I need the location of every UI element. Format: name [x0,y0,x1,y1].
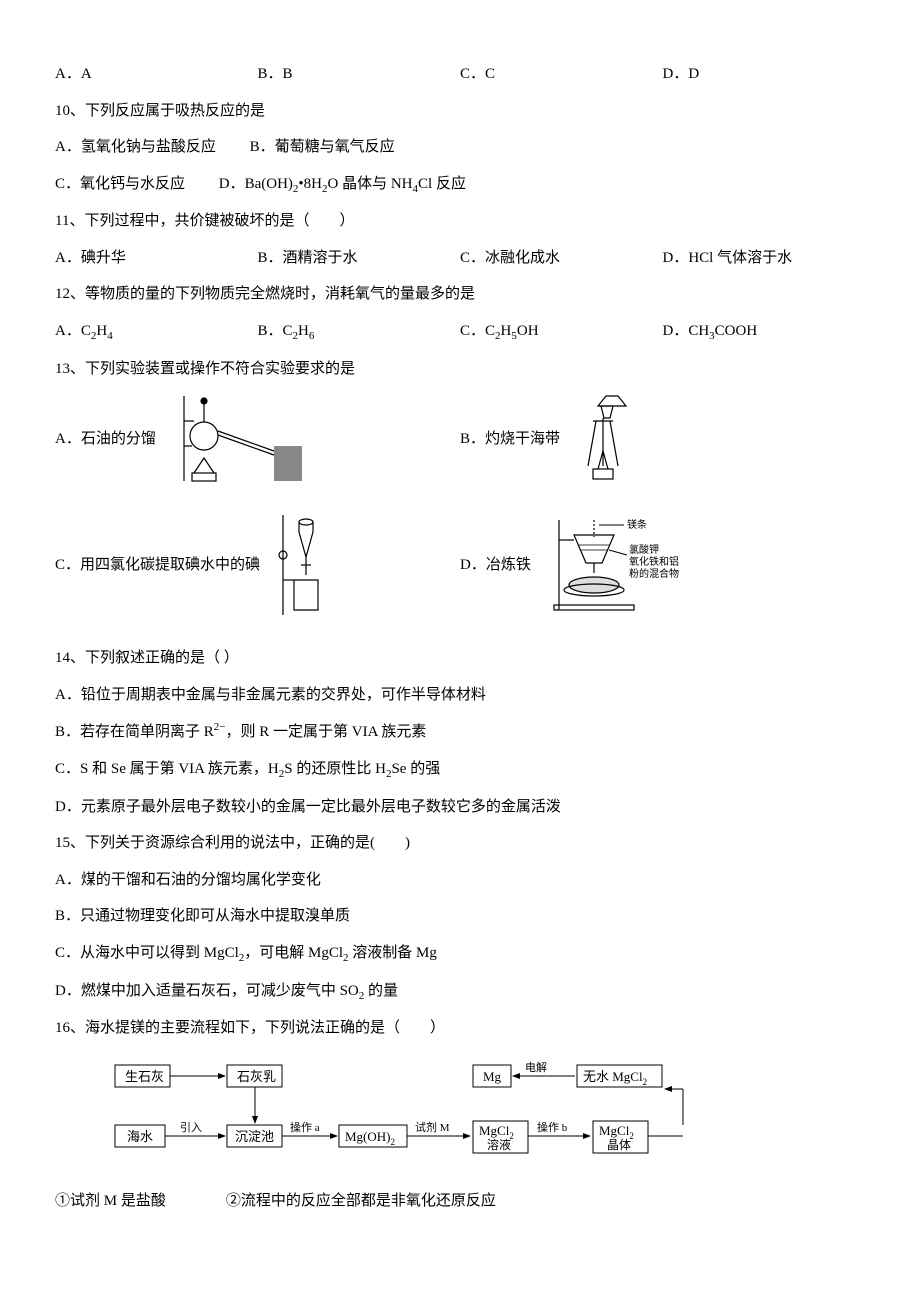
flow-n3: Mg [483,1069,502,1084]
flow-n2: 石灰乳 [237,1069,276,1084]
q10-d-mid: •8H [298,176,322,192]
flow-e2: 操作 a [290,1120,320,1134]
q14-b-pre: B．若存在简单阴离子 R [55,724,214,740]
q15-stem: 15、下列关于资源综合利用的说法中，正确的是( ) [55,829,865,858]
thermite-setup-icon: 镁条 氯酸钾 氧化铁和铝 粉的混合物 [539,515,699,615]
q13-opt-d: D．冶炼铁 镁条 氯酸钾 氧化铁和铝 粉的混合物 [460,515,865,615]
flow-n8b: 溶液 [487,1137,511,1152]
q14-opt-b: B．若存在简单阴离子 R2−，则 R 一定属于第 VIA 族元素 [55,717,865,747]
flow-e4: 操作 b [537,1120,568,1134]
q13-c-label: C．用四氯化碳提取碘水中的碘 [55,551,260,580]
q14-b-sup: 2− [214,721,226,733]
q16-statements: ①试剂 M 是盐酸 ②流程中的反应全部都是非氧化还原反应 [55,1187,865,1216]
q9-opt-c: C．C [460,60,663,89]
q10-d-pre: D．Ba(OH) [219,176,293,192]
distillation-apparatus-icon [164,391,314,486]
q13-d-label1: 镁条 [627,518,647,531]
q10-opt-a: A．氢氧化钠与盐酸反应 [55,139,216,155]
q9-opt-d: D．D [663,60,866,89]
q12-opt-a: A．C2H4 [55,317,258,347]
q13-row-cd: C．用四氯化碳提取碘水中的碘 D．冶炼铁 [55,510,865,620]
flow-n6: 沉淀池 [235,1129,274,1144]
q15-c-mid: ，可电解 MgCl [244,945,343,961]
q12-c-post: OH [517,323,539,339]
q14-c-pre: C．S 和 Se 属于第 VIA 族元素，H [55,761,279,777]
q13-d-label: D．冶炼铁 [460,551,531,580]
q9-opt-b: B．B [258,60,461,89]
q15-c-post: 溶液制备 Mg [349,945,437,961]
q15-c-pre: C．从海水中可以得到 MgCl [55,945,239,961]
q13-row-ab: A．石油的分馏 B．灼烧干海带 [55,391,865,486]
q15-opt-b: B．只通过物理变化即可从海水中提取溴单质 [55,902,865,931]
q11-stem: 11、下列过程中，共价键被破坏的是（ ） [55,207,865,236]
flow-e3: 试剂 M [415,1120,450,1134]
q15-opt-d: D．燃煤中加入适量石灰石，可减少废气中 SO2 的量 [55,977,865,1007]
flow-n9b: 晶体 [607,1138,631,1152]
flow-n1: 生石灰 [125,1069,164,1084]
q12-options: A．C2H4 B．C2H6 C．C2H5OH D．CH3COOH [55,317,865,347]
q11-opt-c: C．冰融化成水 [460,244,663,273]
q12-c-mid: H [501,323,512,339]
q12-d-pre: D．CH [663,323,710,339]
q9-opt-a: A．A [55,60,258,89]
q10-opt-d: D．Ba(OH)2•8H2O 晶体与 NH4Cl 反应 [219,176,466,192]
q12-c-pre: C．C [460,323,495,339]
flow-e5: 电解 [525,1060,547,1074]
q12-b-pre: B．C [258,323,293,339]
q10-d-mid2: O 晶体与 NH [328,176,413,192]
q10-opts-cd: C．氧化钙与水反应 D．Ba(OH)2•8H2O 晶体与 NH4Cl 反应 [55,170,865,200]
q15-d-pre: D．燃煤中加入适量石灰石，可减少废气中 SO [55,983,359,999]
q13-opt-a: A．石油的分馏 [55,391,460,486]
q13-a-label: A．石油的分馏 [55,425,156,454]
q15-opt-c: C．从海水中可以得到 MgCl2，可电解 MgCl2 溶液制备 Mg [55,939,865,969]
q9-options: A．A B．B C．C D．D [55,60,865,89]
q12-a-pre: A．C [55,323,91,339]
q12-opt-b: B．C2H6 [258,317,461,347]
q13-stem: 13、下列实验装置或操作不符合实验要求的是 [55,355,865,384]
q10-d-post: Cl 反应 [418,176,466,192]
q16-s2: ②流程中的反应全部都是非氧化还原反应 [226,1187,496,1216]
q15-opt-a: A．煤的干馏和石油的分馏均属化学变化 [55,866,865,895]
q15-d-post: 的量 [364,983,398,999]
q12-stem: 12、等物质的量的下列物质完全燃烧时，消耗氧气的量最多的是 [55,280,865,309]
q13-opt-b: B．灼烧干海带 [460,391,865,486]
q13-opt-c: C．用四氯化碳提取碘水中的碘 [55,510,460,620]
q14-stem: 14、下列叙述正确的是（ ） [55,644,865,673]
q11-opt-b: B．酒精溶于水 [258,244,461,273]
q13-d-label2-l1: 氯酸钾 [629,543,659,556]
q12-d-post: COOH [715,323,758,339]
q14-opt-d: D．元素原子最外层电子数较小的金属一定比最外层电子数较它多的金属活泼 [55,793,865,822]
q10-opt-c: C．氧化钙与水反应 [55,176,185,192]
q14-c-post: Se 的强 [391,761,440,777]
q10-stem: 10、下列反应属于吸热反应的是 [55,97,865,126]
q12-b-mid: H [298,323,309,339]
q12-a-sub2: 4 [107,330,113,342]
q12-b-sub2: 6 [309,330,315,342]
separating-funnel-icon [268,510,338,620]
flow-e1: 引入 [180,1120,202,1134]
q14-c-mid: S 的还原性比 H [284,761,386,777]
q10-opt-b: B．葡萄糖与氧气反应 [250,139,395,155]
q12-opt-d: D．CH3COOH [663,317,866,347]
q13-b-label: B．灼烧干海带 [460,425,560,454]
q11-opt-a: A．碘升华 [55,244,258,273]
q16-s1: ①试剂 M 是盐酸 [55,1187,166,1216]
q12-opt-c: C．C2H5OH [460,317,663,347]
burning-crucible-icon [568,391,658,486]
q14-opt-c: C．S 和 Se 属于第 VIA 族元素，H2S 的还原性比 H2Se 的强 [55,755,865,785]
q14-opt-a: A．铅位于周期表中金属与非金属元素的交界处，可作半导体材料 [55,681,865,710]
q14-b-post: ，则 R 一定属于第 VIA 族元素 [225,724,426,740]
q10-opts-ab: A．氢氧化钠与盐酸反应 B．葡萄糖与氧气反应 [55,133,865,162]
flow-n5: 海水 [127,1129,153,1144]
q13-d-label2-l3: 粉的混合物 [629,567,679,580]
q11-options: A．碘升华 B．酒精溶于水 C．冰融化成水 D．HCl 气体溶于水 [55,244,865,273]
q16-stem: 16、海水提镁的主要流程如下，下列说法正确的是（ ） [55,1014,865,1043]
q12-a-mid: H [96,323,107,339]
q16-flowchart: 生石灰 石灰乳 Mg 电解 无水 MgCl2 海水 引入 沉淀池 操作 a Mg… [85,1055,865,1175]
q13-d-label2-l2: 氧化铁和铝 [629,555,679,568]
q11-opt-d: D．HCl 气体溶于水 [663,244,866,273]
